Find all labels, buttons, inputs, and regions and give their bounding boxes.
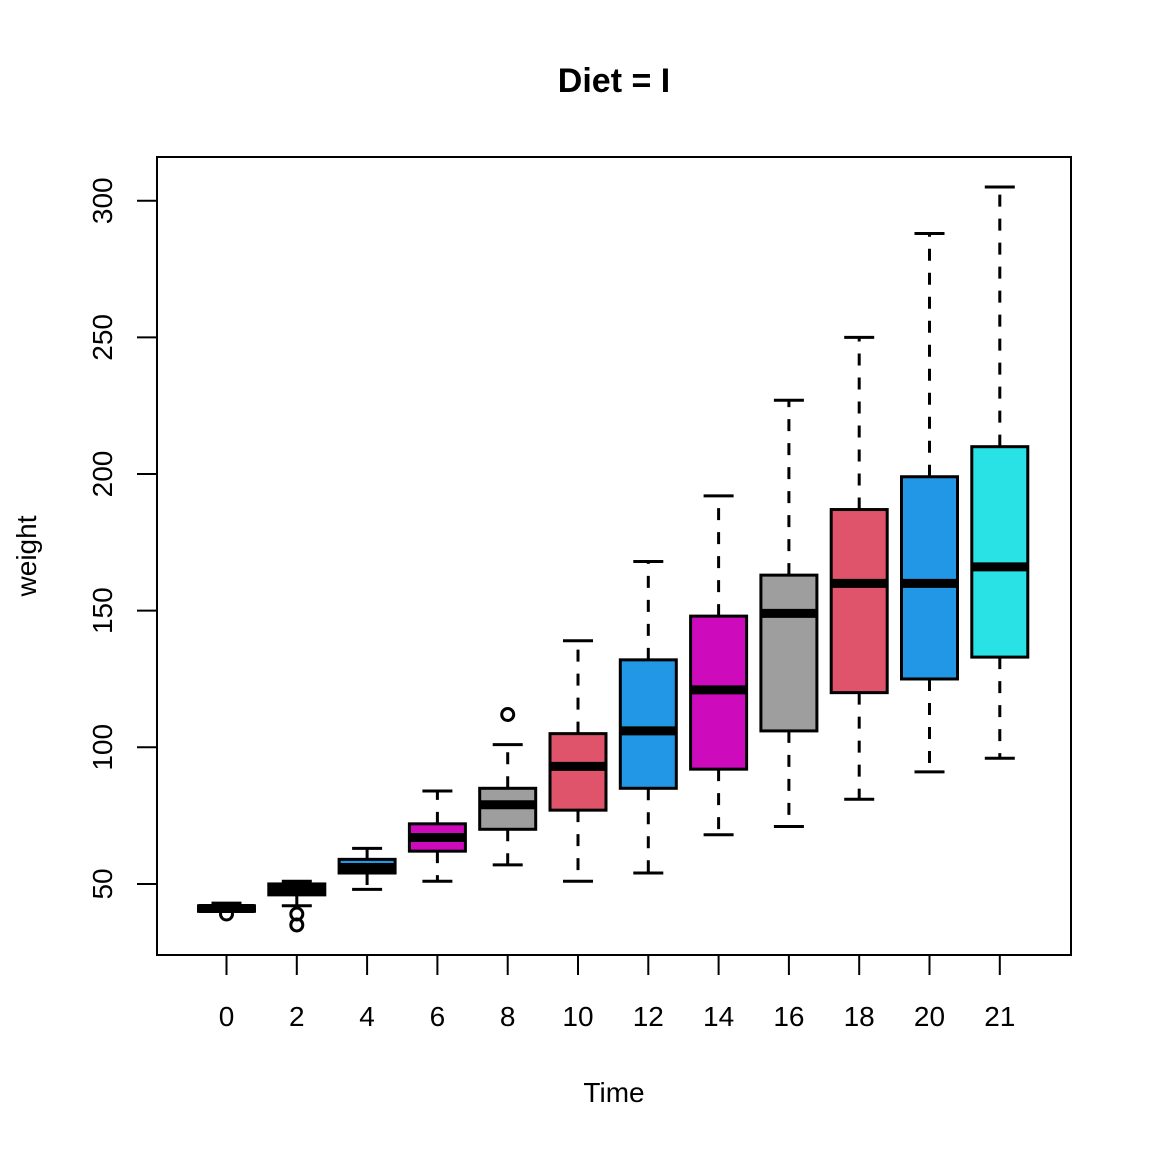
y-tick-label: 300	[87, 177, 118, 224]
outlier-point	[289, 906, 305, 922]
x-tick-label: 18	[844, 1001, 875, 1032]
box-group-16	[759, 398, 819, 829]
boxes-group	[197, 185, 1030, 933]
outlier-point	[219, 906, 234, 922]
box-group-10	[548, 639, 608, 883]
x-tick-label: 6	[430, 1001, 446, 1032]
box-group-4	[337, 846, 397, 891]
box	[548, 732, 608, 812]
box-group-14	[689, 494, 749, 837]
x-tick-label: 10	[562, 1001, 593, 1032]
box-group-2	[267, 879, 327, 933]
x-tick-label: 8	[500, 1001, 516, 1032]
box	[900, 475, 959, 681]
y-tick-label: 150	[87, 587, 118, 634]
box-group-0	[197, 901, 256, 922]
box	[618, 658, 678, 790]
x-tick-label: 12	[633, 1001, 664, 1032]
x-tick-label: 20	[914, 1001, 945, 1032]
x-tick-label: 4	[359, 1001, 375, 1032]
x-axis: 0 2 4 6 8 10 12 14 16 18 20 21	[219, 954, 1015, 1032]
y-tick-label: 100	[87, 724, 118, 771]
box-group-12	[618, 559, 678, 875]
x-tick-label: 21	[984, 1001, 1015, 1032]
box-group-21	[970, 185, 1030, 760]
box	[970, 445, 1030, 659]
x-tick-label: 2	[289, 1001, 305, 1032]
box	[759, 573, 819, 733]
box-group-8	[478, 707, 538, 867]
box	[829, 508, 889, 695]
x-tick-label: 16	[773, 1001, 804, 1032]
outlier-point	[500, 707, 516, 723]
x-axis-label: Time	[583, 1077, 644, 1108]
y-axis-label: weight	[11, 515, 42, 597]
y-tick-label: 200	[87, 451, 118, 498]
x-tick-label: 14	[703, 1001, 734, 1032]
y-tick-label: 50	[87, 868, 118, 899]
x-tick-label: 0	[219, 1001, 235, 1032]
y-tick-label: 250	[87, 314, 118, 361]
box-group-6	[407, 789, 467, 883]
box-group-20	[900, 232, 959, 774]
chart-title: Diet = I	[558, 62, 670, 100]
y-axis: 50 100 150 200 250 300	[87, 177, 158, 900]
box-group-18	[829, 335, 889, 801]
